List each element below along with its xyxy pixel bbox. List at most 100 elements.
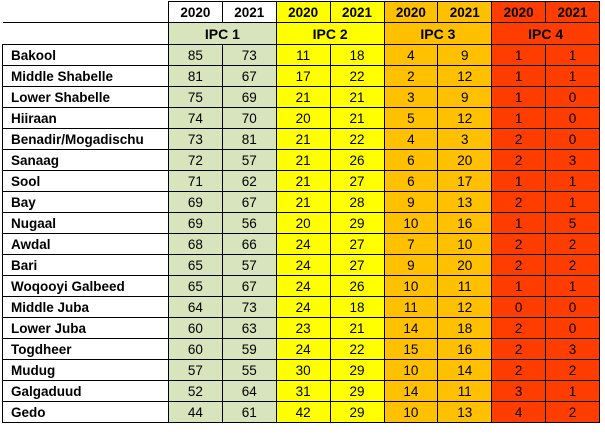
year-header: 2020 (275, 1, 331, 23)
year-header: 2021 (221, 1, 277, 23)
value-cell: 2 (491, 149, 547, 171)
value-cell: 2 (491, 128, 547, 150)
value-cell: 2 (545, 359, 600, 381)
region-row: Togdheer 60 59 24 22 15 16 2 3 (2, 338, 600, 360)
region-name: Galgaduud (2, 380, 169, 402)
value-cell: 9 (383, 254, 439, 276)
value-cell: 22 (329, 338, 385, 360)
value-cell: 24 (275, 233, 331, 255)
value-cell: 3 (545, 149, 600, 171)
value-cell: 2 (491, 191, 547, 213)
region-name: Lower Shabelle (2, 86, 169, 108)
ipc-table: 2020 2021 2020 2021 2020 2021 2020 2021 IPC 1 IPC… (2, 1, 600, 423)
value-cell: 67 (221, 191, 277, 213)
value-cell: 12 (437, 107, 493, 129)
value-cell: 42 (275, 401, 331, 423)
value-cell: 16 (437, 338, 493, 360)
value-cell: 69 (168, 212, 223, 234)
region-row: Sool 71 62 21 27 6 17 1 1 (2, 170, 600, 192)
value-cell: 24 (275, 254, 331, 276)
value-cell: 4 (491, 401, 547, 423)
region-row: Lower Juba 60 63 23 21 14 18 2 0 (2, 317, 600, 339)
value-cell: 24 (275, 338, 331, 360)
value-cell: 21 (329, 107, 385, 129)
value-cell: 21 (275, 149, 331, 171)
value-cell: 27 (329, 170, 385, 192)
region-name: Mudug (2, 359, 169, 381)
value-cell: 4 (383, 44, 439, 66)
value-cell: 26 (329, 275, 385, 297)
value-cell: 1 (491, 212, 547, 234)
region-row: Bay 69 67 21 28 9 13 2 1 (2, 191, 600, 213)
value-cell: 60 (168, 338, 223, 360)
year-header: 2021 (329, 1, 385, 23)
region-name: Woqooyi Galbeed (2, 275, 169, 297)
value-cell: 0 (545, 107, 600, 129)
value-cell: 22 (329, 65, 385, 87)
value-cell: 14 (383, 380, 439, 402)
region-name: Benadir/Mogadischu (2, 128, 169, 150)
value-cell: 73 (221, 296, 277, 318)
value-cell: 1 (545, 191, 600, 213)
region-name: Awdal (2, 233, 169, 255)
region-name: Sool (2, 170, 169, 192)
corner-cell (2, 1, 169, 23)
value-cell: 27 (329, 254, 385, 276)
region-name: Middle Shabelle (2, 65, 169, 87)
region-name: Bakool (2, 44, 169, 66)
value-cell: 1 (491, 44, 547, 66)
value-cell: 23 (275, 317, 331, 339)
value-cell: 0 (545, 86, 600, 108)
group-header: IPC 4 (491, 22, 600, 45)
value-cell: 1 (545, 170, 600, 192)
region-row: Benadir/Mogadischu 73 81 21 22 4 3 2 0 (2, 128, 600, 150)
value-cell: 57 (221, 254, 277, 276)
corner-cell (2, 22, 169, 45)
value-cell: 2 (491, 317, 547, 339)
value-cell: 9 (383, 191, 439, 213)
value-cell: 6 (383, 170, 439, 192)
value-cell: 70 (221, 107, 277, 129)
value-cell: 3 (383, 86, 439, 108)
value-cell: 21 (275, 86, 331, 108)
value-cell: 29 (329, 359, 385, 381)
region-name: Middle Juba (2, 296, 169, 318)
year-header: 2021 (437, 1, 493, 23)
year-header: 2020 (168, 1, 223, 23)
value-cell: 65 (168, 275, 223, 297)
value-cell: 2 (491, 359, 547, 381)
value-cell: 18 (329, 44, 385, 66)
value-cell: 1 (491, 170, 547, 192)
value-cell: 2 (491, 254, 547, 276)
value-cell: 12 (437, 296, 493, 318)
value-cell: 0 (545, 296, 600, 318)
value-cell: 11 (275, 44, 331, 66)
region-name: Togdheer (2, 338, 169, 360)
value-cell: 21 (329, 317, 385, 339)
value-cell: 67 (221, 65, 277, 87)
value-cell: 73 (221, 44, 277, 66)
year-header: 2020 (491, 1, 547, 23)
value-cell: 12 (437, 65, 493, 87)
region-name: Sanaag (2, 149, 169, 171)
value-cell: 67 (221, 275, 277, 297)
value-cell: 24 (275, 275, 331, 297)
value-cell: 10 (383, 212, 439, 234)
value-cell: 28 (329, 191, 385, 213)
year-header-row: 2020 2021 2020 2021 2020 2021 2020 2021 (2, 1, 600, 23)
value-cell: 0 (491, 296, 547, 318)
value-cell: 20 (437, 149, 493, 171)
value-cell: 18 (329, 296, 385, 318)
region-row: Mudug 57 55 30 29 10 14 2 2 (2, 359, 600, 381)
value-cell: 2 (491, 233, 547, 255)
value-cell: 31 (275, 380, 331, 402)
value-cell: 10 (383, 401, 439, 423)
value-cell: 62 (221, 170, 277, 192)
value-cell: 29 (329, 212, 385, 234)
region-name: Lower Juba (2, 317, 169, 339)
value-cell: 14 (437, 359, 493, 381)
region-name: Bay (2, 191, 169, 213)
value-cell: 7 (383, 233, 439, 255)
value-cell: 57 (221, 149, 277, 171)
value-cell: 21 (329, 86, 385, 108)
